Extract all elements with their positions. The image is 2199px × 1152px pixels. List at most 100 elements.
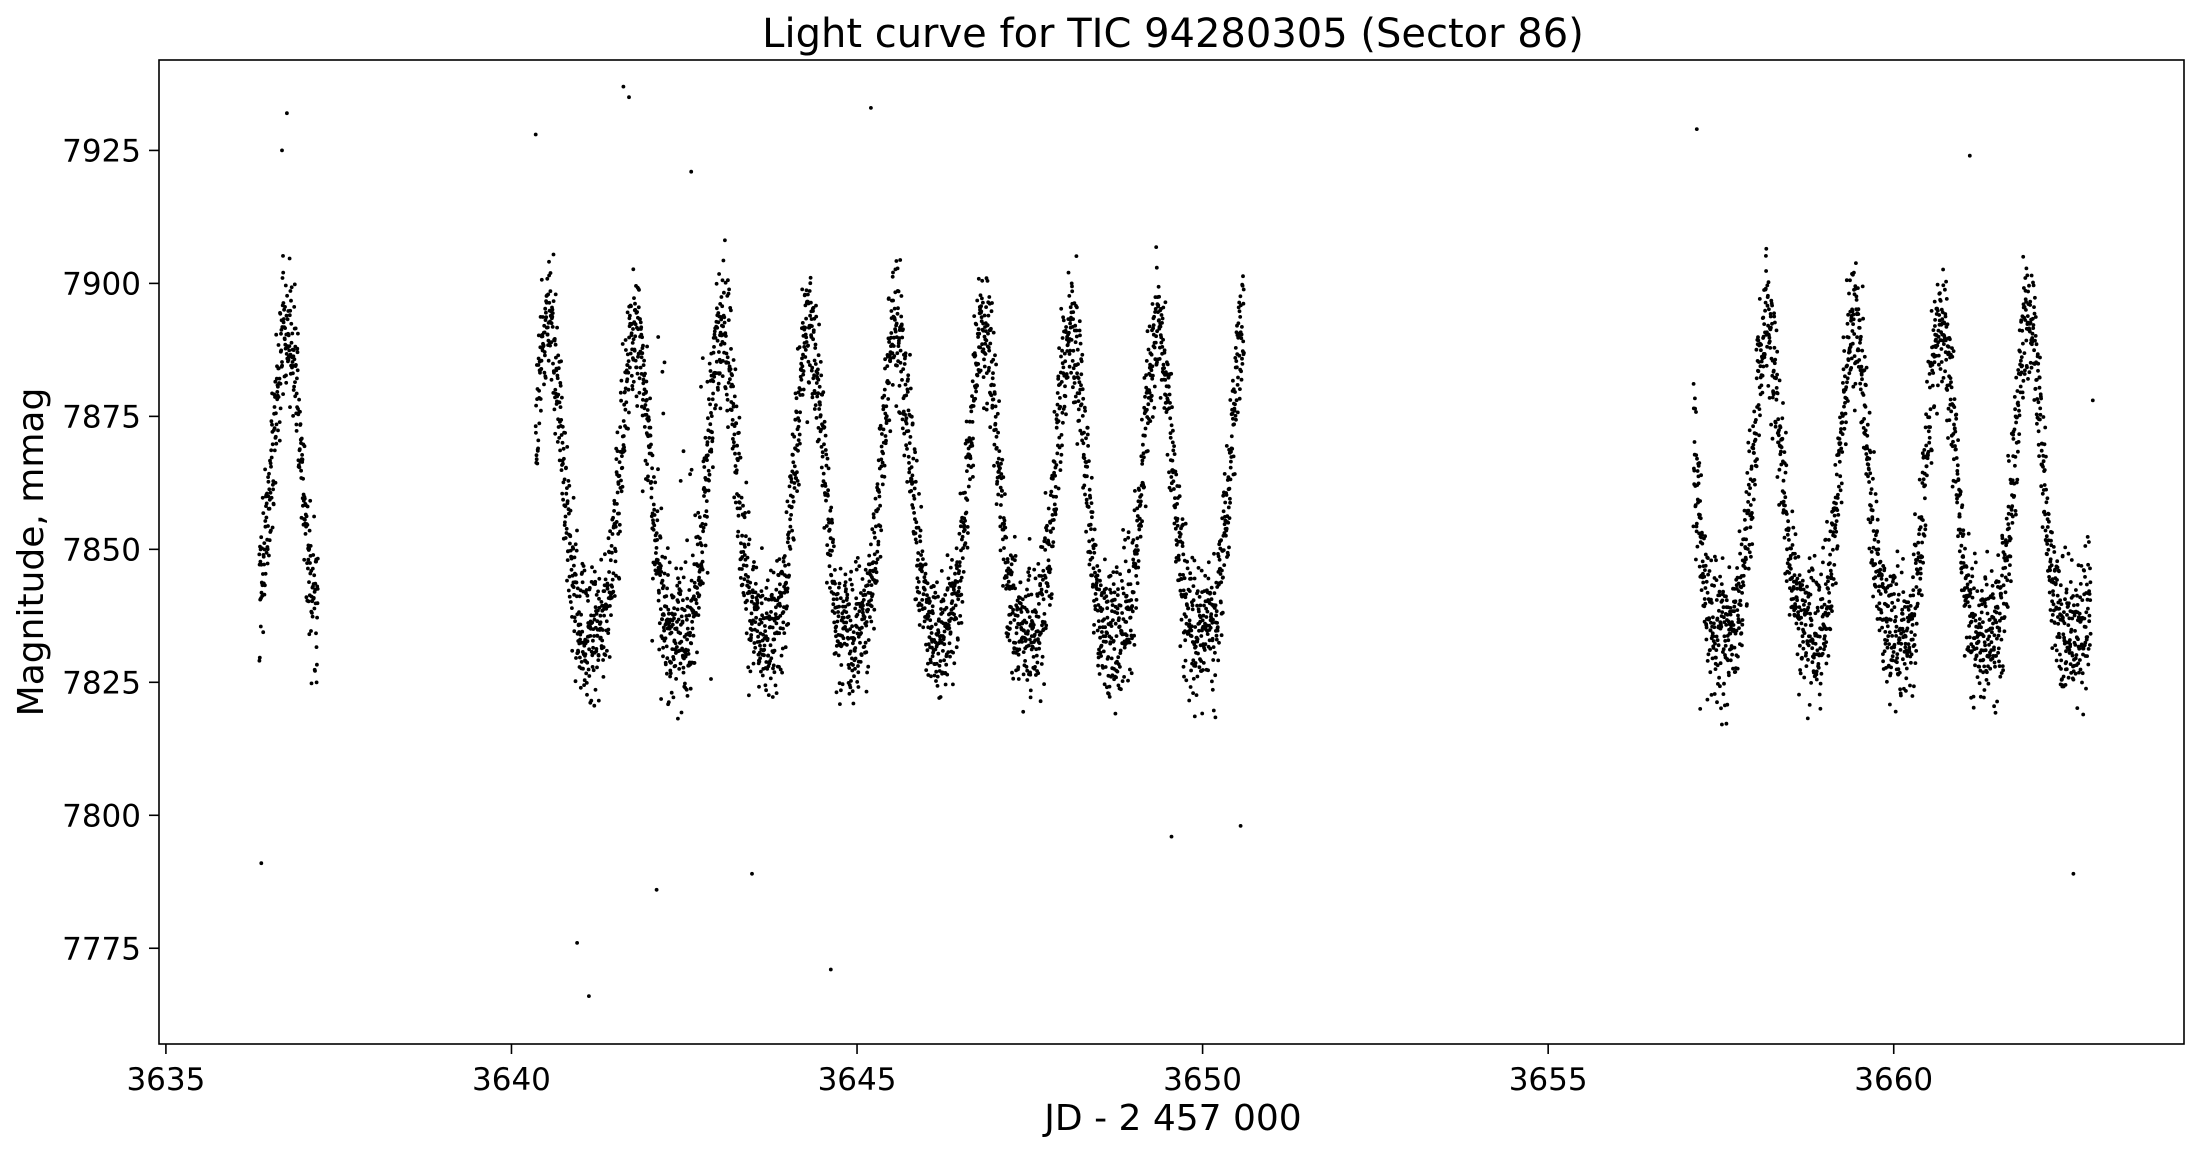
data-point	[1797, 581, 1802, 585]
data-point	[755, 629, 760, 633]
data-point	[609, 613, 613, 617]
data-point	[1813, 641, 1818, 646]
data-point	[549, 321, 554, 326]
data-point	[1026, 570, 1031, 574]
data-point	[1011, 583, 1016, 588]
data-point	[611, 515, 615, 520]
data-point	[1197, 628, 1201, 633]
data-point	[826, 488, 830, 493]
data-point	[844, 620, 849, 625]
data-point	[910, 421, 915, 426]
data-point	[756, 634, 760, 639]
data-point	[979, 315, 984, 320]
data-point	[1753, 437, 1758, 442]
data-point	[976, 362, 981, 366]
data-point	[819, 445, 824, 449]
data-point	[1192, 558, 1197, 563]
data-point	[824, 452, 829, 457]
data-point	[1034, 653, 1039, 658]
data-point	[1090, 555, 1095, 560]
data-point	[984, 305, 988, 309]
data-point	[606, 631, 611, 635]
data-point	[1189, 668, 1193, 673]
data-point	[835, 597, 839, 601]
data-point	[1204, 606, 1208, 611]
data-point	[1831, 577, 1836, 581]
data-point	[1726, 638, 1731, 643]
data-point	[665, 617, 670, 622]
data-point	[1080, 414, 1085, 418]
data-point	[1733, 599, 1738, 604]
data-point	[1137, 527, 1142, 532]
data-point	[1178, 532, 1183, 536]
data-point	[712, 329, 717, 334]
data-point	[685, 626, 690, 631]
data-point	[851, 663, 855, 667]
data-point	[1785, 532, 1790, 537]
data-point	[571, 546, 576, 551]
data-point	[1707, 569, 1712, 573]
data-point	[732, 495, 737, 500]
data-point	[1818, 706, 1823, 711]
data-point	[1004, 535, 1009, 540]
data-point	[268, 461, 273, 466]
data-point	[969, 409, 974, 414]
data-point	[1780, 416, 1785, 421]
data-point	[1004, 575, 1009, 580]
data-point	[1856, 312, 1861, 316]
data-point	[661, 584, 666, 588]
data-point	[1127, 640, 1132, 645]
data-point	[1709, 558, 1714, 563]
data-point	[811, 309, 815, 313]
data-point	[565, 558, 570, 562]
data-point	[949, 616, 954, 621]
data-point	[1004, 586, 1008, 591]
data-point	[659, 570, 664, 574]
data-point	[594, 612, 599, 616]
data-point	[1237, 353, 1242, 358]
data-point	[1858, 381, 1863, 386]
data-point	[294, 422, 299, 427]
data-point	[1823, 634, 1827, 638]
data-point	[869, 619, 874, 624]
data-point	[1783, 470, 1788, 475]
data-point	[1071, 348, 1076, 353]
data-point	[951, 650, 955, 655]
data-point	[1767, 396, 1772, 400]
data-point	[1802, 603, 1806, 607]
data-point	[827, 564, 832, 569]
data-point	[875, 557, 880, 562]
data-point	[1144, 359, 1149, 363]
data-point	[737, 415, 742, 420]
data-point	[1237, 300, 1242, 305]
data-point	[279, 348, 284, 353]
data-point	[903, 351, 908, 356]
data-point	[1705, 659, 1710, 663]
data-point	[955, 566, 959, 571]
data-point	[917, 492, 921, 496]
data-point	[1774, 386, 1779, 390]
data-point	[846, 636, 851, 641]
data-point	[610, 550, 614, 555]
data-point	[1120, 579, 1124, 583]
data-point	[315, 601, 320, 606]
data-point	[808, 275, 813, 280]
data-point	[986, 313, 991, 318]
data-point	[772, 670, 777, 675]
data-point	[752, 641, 757, 645]
data-point	[748, 669, 753, 674]
data-point	[855, 612, 860, 617]
data-point	[591, 668, 596, 673]
data-point	[269, 464, 273, 469]
data-point	[1203, 642, 1208, 647]
data-point	[1055, 402, 1060, 407]
data-point	[1833, 463, 1838, 467]
data-point	[952, 587, 956, 592]
data-point	[286, 357, 291, 362]
data-point	[1229, 434, 1234, 439]
data-point	[1747, 550, 1752, 555]
data-point	[1835, 508, 1840, 512]
data-point	[770, 695, 775, 699]
data-point	[1093, 604, 1098, 608]
data-point	[574, 594, 579, 599]
